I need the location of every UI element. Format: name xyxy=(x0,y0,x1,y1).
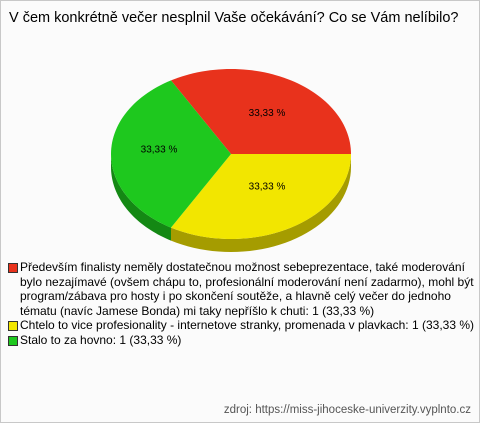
value-label: 33,33 % xyxy=(249,181,286,192)
slice-side xyxy=(111,154,171,241)
legend-swatch xyxy=(8,321,18,331)
slice xyxy=(171,154,351,239)
legend-item: Chtelo to vice profesionality - internet… xyxy=(8,318,474,333)
pie-area: 33,33 % 33,33 % 33,33 % xyxy=(111,69,351,252)
slice xyxy=(171,69,351,154)
slice-side xyxy=(171,154,351,252)
legend-item: Stalo to za hovno: 1 (33,33 %) xyxy=(8,333,474,348)
value-label: 33,33 % xyxy=(141,145,178,156)
legend-text: Chtelo to vice profesionality - internet… xyxy=(20,318,475,332)
legend-text: Především finalisty neměly dostatečnou m… xyxy=(20,260,474,318)
chart-title: V čem konkrétně večer nesplnil Vaše oček… xyxy=(9,10,459,26)
legend-text: Stalo to za hovno: 1 (33,33 %) xyxy=(20,332,182,347)
legend-swatch xyxy=(8,335,18,346)
source: zdroj: https://miss-jihoceske-univerzity… xyxy=(223,404,471,416)
value-label: 33,33 % xyxy=(249,108,286,119)
legend-swatch xyxy=(8,263,18,273)
legend-item: Především finalisty neměly dostatečnou m… xyxy=(8,260,474,318)
slice xyxy=(111,80,231,228)
legend: Především finalisty neměly dostatečnou m… xyxy=(8,260,474,347)
